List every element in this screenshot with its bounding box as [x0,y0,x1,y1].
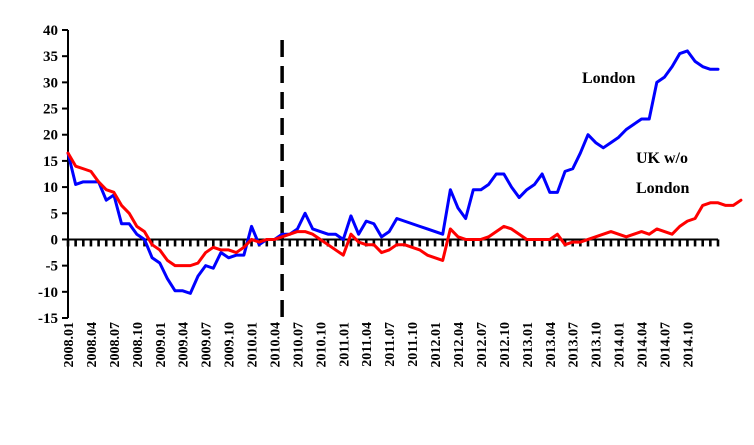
y-tick-label: -5 [46,259,59,275]
series-label-london: London [582,70,635,87]
y-tick-label: -10 [38,285,58,301]
x-tick-label: 2011.10 [406,322,421,367]
x-tick-label: 2014.04 [636,322,651,368]
x-tick-label: 2012.01 [429,322,444,368]
x-tick-label: 2008.07 [108,322,123,368]
series-line-london [66,49,720,295]
x-tick-label: 2008.01 [62,322,77,368]
y-tick-label: 15 [43,154,58,170]
x-tick-label: 2009.01 [154,322,169,368]
x-tick-label: 2014.10 [681,322,696,368]
x-tick-label: 2010.01 [246,322,261,368]
x-tick-label: 2011.07 [383,322,398,367]
x-tick-label: 2011.04 [360,322,375,367]
x-tick-label: 2010.07 [291,322,306,368]
x-tick-label: 2012.07 [475,322,490,368]
x-tick-label: 2013.07 [567,322,582,368]
x-tick-label: 2011.01 [337,322,352,367]
y-tick-label: 40 [43,23,58,39]
y-tick-label: 35 [43,49,58,65]
x-tick-label: 2013.04 [544,322,559,368]
y-tick-label: 30 [43,75,58,91]
x-tick-label: 2010.10 [314,322,329,368]
y-tick-label: 5 [51,206,59,222]
y-tick-label: 10 [43,180,58,196]
series-layer [66,49,743,295]
x-tick-label: 2010.04 [268,322,283,368]
y-tick-label: -15 [38,311,58,327]
x-tick-label: 2009.07 [200,322,215,368]
x-tick-label: 2013.10 [590,322,605,368]
x-tick-label: 2008.10 [131,322,146,368]
x-tick-label: 2009.10 [223,322,238,368]
y-tick-label: 20 [43,128,58,144]
x-tick-label: 2009.04 [177,322,192,368]
y-tick-label: 25 [43,102,58,118]
series-line-uk-wo-london [66,151,743,268]
x-tick-label: 2008.04 [85,322,100,368]
y-axis: -15 -10 -5 0 5 10 15 20 25 30 35 40 [38,23,69,327]
series-label-uk-wo-london: UK w/o London [636,150,692,197]
y-tick-label: 0 [51,232,59,248]
x-axis: 2008.01 2008.04 2008.07 2008.10 2009.01 2009.… [62,238,720,368]
x-tick-label: 2012.10 [498,322,513,368]
x-tick-label: 2014.01 [613,322,628,368]
x-tick-label: 2012.04 [452,322,467,368]
x-tick-label: 2014.07 [658,322,673,368]
x-tick-label: 2013.01 [521,322,536,368]
